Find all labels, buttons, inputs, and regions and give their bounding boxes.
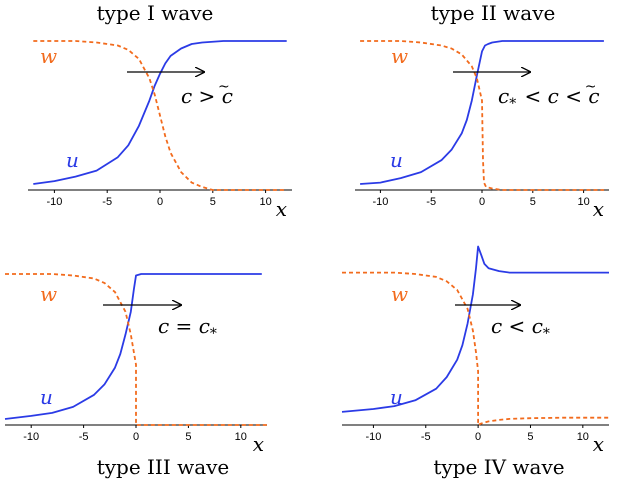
x-tick-label: 0 bbox=[479, 196, 485, 208]
annotation-symbol: c bbox=[199, 314, 210, 338]
x-tick-label: -5 bbox=[421, 431, 431, 443]
annotation-symbol: c bbox=[532, 314, 543, 338]
annotation-prefix-op: > bbox=[192, 84, 221, 108]
series-u-line bbox=[360, 40, 604, 185]
speed-annotation: c = c* bbox=[158, 314, 219, 342]
x-axis-label: x bbox=[253, 432, 264, 456]
annotation-subscript: * bbox=[543, 326, 550, 342]
x-tick-label: 0 bbox=[157, 196, 163, 208]
series-label-w: w bbox=[391, 44, 408, 68]
speed-annotation: c* < c < c bbox=[498, 84, 600, 112]
series-label-w: w bbox=[40, 282, 57, 306]
x-tick-label: 5 bbox=[527, 431, 533, 443]
annotation-suffix-part: c bbox=[541, 84, 559, 108]
series-w-line bbox=[5, 273, 267, 426]
series-label-u: u bbox=[40, 385, 53, 409]
x-tick-label: 10 bbox=[235, 431, 247, 443]
series-label-u: u bbox=[390, 385, 403, 409]
annotation-accent-symbol: c bbox=[588, 84, 599, 108]
panel-title: type II wave bbox=[431, 1, 556, 25]
panel-title: type III wave bbox=[97, 455, 230, 479]
annotation-subscript: * bbox=[509, 96, 516, 112]
x-tick-label: -5 bbox=[426, 196, 436, 208]
x-tick-label: -10 bbox=[365, 431, 381, 443]
annotation-spacer bbox=[217, 314, 219, 338]
x-tick-label: -5 bbox=[102, 196, 112, 208]
speed-annotation: c > c bbox=[181, 84, 233, 108]
series-u-line bbox=[341, 245, 609, 413]
speed-annotation: c < c* bbox=[491, 314, 552, 342]
x-tick-label: 5 bbox=[210, 196, 216, 208]
annotation-suffix-part: < bbox=[518, 84, 541, 108]
series-w-line bbox=[342, 271, 609, 426]
annotation-subscript: * bbox=[210, 326, 217, 342]
x-tick-label: 0 bbox=[133, 431, 139, 443]
annotation-prefix-op: < bbox=[502, 314, 531, 338]
annotation-suffix-part: < bbox=[559, 84, 582, 108]
x-tick-label: 0 bbox=[475, 431, 481, 443]
series-u-line bbox=[33, 40, 287, 185]
x-tick-label: 5 bbox=[185, 431, 191, 443]
x-axis-label: x bbox=[593, 197, 604, 221]
annotation-accent: ~ bbox=[585, 79, 597, 95]
x-tick-label: -10 bbox=[23, 431, 39, 443]
series-label-w: w bbox=[391, 282, 408, 306]
annotation-accent: ~ bbox=[218, 79, 230, 95]
x-tick-label: 10 bbox=[577, 431, 589, 443]
annotation-accent-symbol: c bbox=[222, 84, 233, 108]
x-tick-label: 10 bbox=[577, 196, 589, 208]
x-axis-label: x bbox=[276, 197, 287, 221]
series-label-u: u bbox=[66, 148, 79, 172]
annotation-prefix-op: = bbox=[169, 314, 198, 338]
annotation-prefix-symbol: c bbox=[158, 314, 169, 338]
x-tick-label: 10 bbox=[259, 196, 271, 208]
x-axis-label: x bbox=[593, 432, 604, 456]
annotation-prefix-symbol: c bbox=[181, 84, 192, 108]
x-tick-label: -5 bbox=[79, 431, 89, 443]
x-tick-label: 5 bbox=[530, 196, 536, 208]
panel-title: type I wave bbox=[97, 1, 214, 25]
series-label-u: u bbox=[390, 148, 403, 172]
x-tick-label: -10 bbox=[372, 196, 388, 208]
series-label-w: w bbox=[40, 44, 57, 68]
annotation-spacer bbox=[550, 314, 552, 338]
annotation-symbol: c bbox=[498, 84, 509, 108]
x-tick-label: -10 bbox=[46, 196, 62, 208]
series-w-line bbox=[360, 40, 604, 191]
annotation-prefix-symbol: c bbox=[491, 314, 502, 338]
panel-title: type IV wave bbox=[433, 455, 564, 479]
